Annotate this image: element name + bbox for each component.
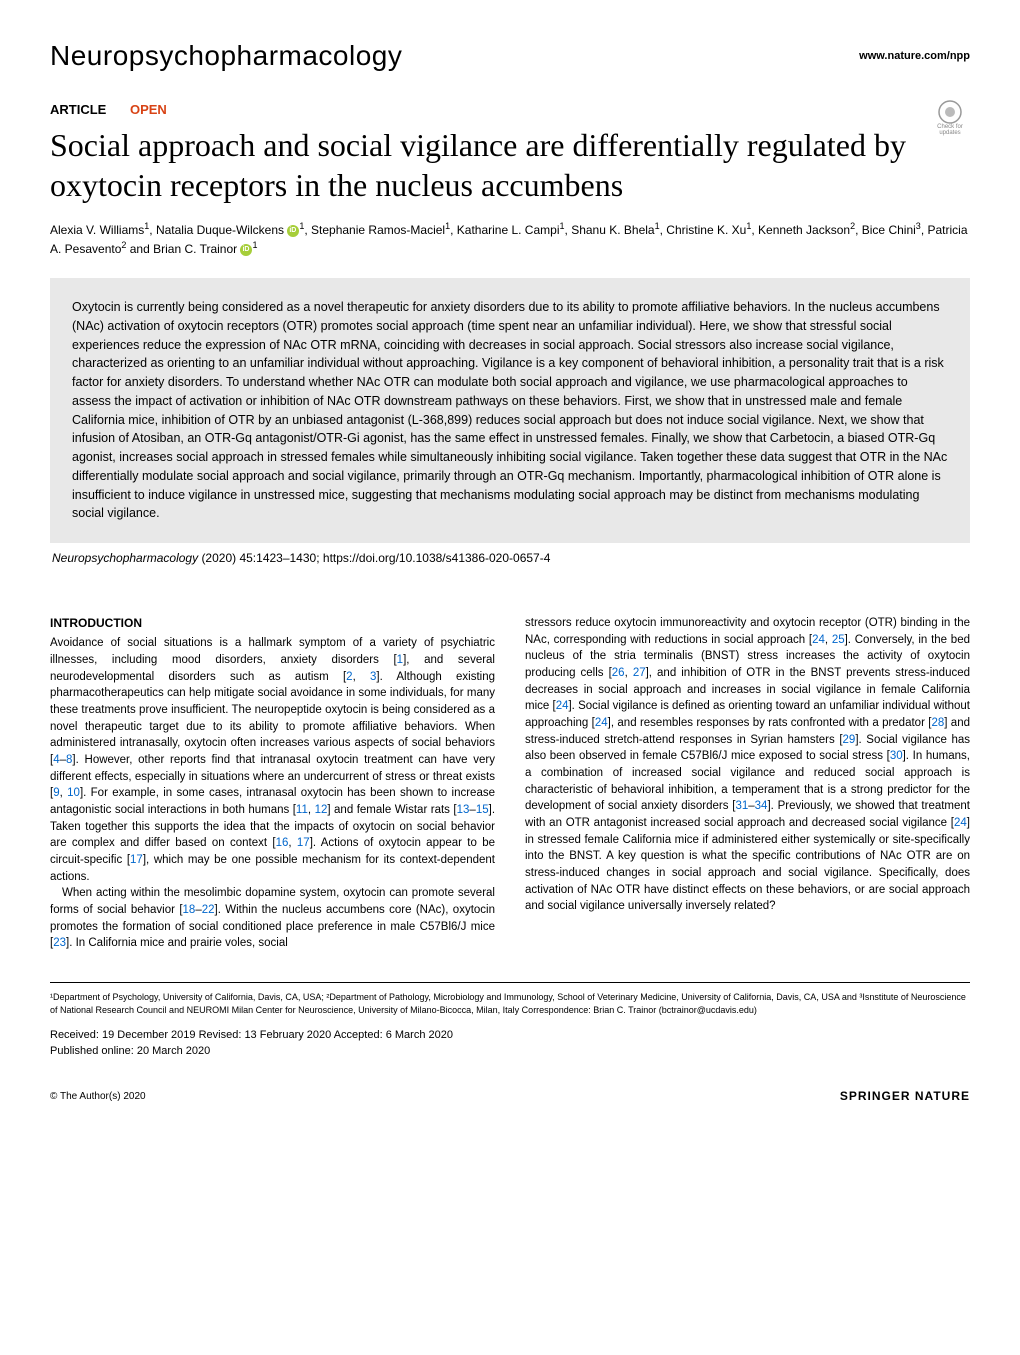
author[interactable]: Kenneth Jackson2 [758,223,855,237]
body-columns: INTRODUCTION Avoidance of social situati… [50,615,970,952]
ref-link[interactable]: 26 [612,667,625,679]
author[interactable]: Shanu K. Bhela1 [571,223,659,237]
publisher-logo: SPRINGER NATURE [840,1089,970,1103]
copyright: © The Author(s) 2020 [50,1091,146,1102]
author[interactable]: Alexia V. Williams1 [50,223,149,237]
ref-link[interactable]: 29 [843,734,856,746]
header-bar: Neuropsychopharmacology www.nature.com/n… [50,40,970,72]
citation-journal: Neuropsychopharmacology [52,551,198,565]
ref-link[interactable]: 16 [276,837,289,849]
publication-dates: Received: 19 December 2019 Revised: 13 F… [50,1028,970,1059]
citation-details: (2020) 45:1423–1430; [201,551,319,565]
ref-link[interactable]: 23 [53,937,66,949]
divider [50,982,970,983]
ref-link[interactable]: 27 [633,667,646,679]
author[interactable]: Katharine L. Campi1 [457,223,565,237]
ref-link[interactable]: 28 [931,717,944,729]
dates-line-1: Received: 19 December 2019 Revised: 13 F… [50,1028,970,1043]
orcid-icon[interactable] [240,244,252,256]
ref-link[interactable]: 25 [832,634,845,646]
open-access-badge: OPEN [130,102,167,117]
journal-name: Neuropsychopharmacology [50,40,402,72]
ref-link[interactable]: 11 [296,804,308,816]
dates-line-2: Published online: 20 March 2020 [50,1044,970,1059]
abstract: Oxytocin is currently being considered a… [50,278,970,543]
ref-link[interactable]: 22 [202,904,215,916]
ref-link[interactable]: 30 [890,750,903,762]
ref-link[interactable]: 15 [476,804,489,816]
footer: © The Author(s) 2020 SPRINGER NATURE [50,1089,970,1103]
author[interactable]: Stephanie Ramos-Maciel1 [311,223,450,237]
column-left: INTRODUCTION Avoidance of social situati… [50,615,495,952]
ref-link[interactable]: 1 [397,654,403,666]
check-updates-label: Check for updates [930,124,970,136]
ref-link[interactable]: 8 [66,754,72,766]
author[interactable]: Bice Chini3 [862,223,921,237]
ref-link[interactable]: 24 [954,817,967,829]
citation: Neuropsychopharmacology (2020) 45:1423–1… [50,551,970,565]
article-title: Social approach and social vigilance are… [50,125,970,205]
check-updates-badge[interactable]: Check for updates [930,100,970,140]
ref-link[interactable]: 17 [297,837,310,849]
website-url[interactable]: www.nature.com/npp [859,50,970,62]
intro-heading: INTRODUCTION [50,615,495,632]
article-type: ARTICLE [50,102,106,117]
ref-link[interactable]: 13 [457,804,470,816]
ref-link[interactable]: 24 [556,700,569,712]
ref-link[interactable]: 4 [53,754,59,766]
ref-link[interactable]: 9 [53,787,59,799]
ref-link[interactable]: 3 [370,671,376,683]
ref-link[interactable]: 2 [346,671,352,683]
author[interactable]: Christine K. Xu1 [666,223,751,237]
ref-link[interactable]: 24 [595,717,608,729]
ref-link[interactable]: 17 [130,854,143,866]
ref-link[interactable]: 24 [812,634,825,646]
ref-link[interactable]: 18 [183,904,196,916]
intro-para-1: Avoidance of social situations is a hall… [50,635,495,885]
ref-link[interactable]: 10 [67,787,80,799]
author[interactable]: Natalia Duque-Wilckens 1 [156,223,304,237]
author-list: Alexia V. Williams1, Natalia Duque-Wilck… [50,220,970,258]
ref-link[interactable]: 31 [735,800,748,812]
ref-link[interactable]: 12 [315,804,328,816]
intro-para-3: stressors reduce oxytocin immunoreactivi… [525,615,970,915]
orcid-icon[interactable] [287,225,299,237]
author[interactable]: Brian C. Trainor 1 [153,242,257,256]
ref-link[interactable]: 34 [755,800,768,812]
intro-para-2: When acting within the mesolimbic dopami… [50,885,495,952]
citation-doi[interactable]: https://doi.org/10.1038/s41386-020-0657-… [323,551,551,565]
affiliations: ¹Department of Psychology, University of… [50,991,970,1016]
article-type-line: ARTICLE OPEN [50,102,970,117]
column-right: stressors reduce oxytocin immunoreactivi… [525,615,970,952]
